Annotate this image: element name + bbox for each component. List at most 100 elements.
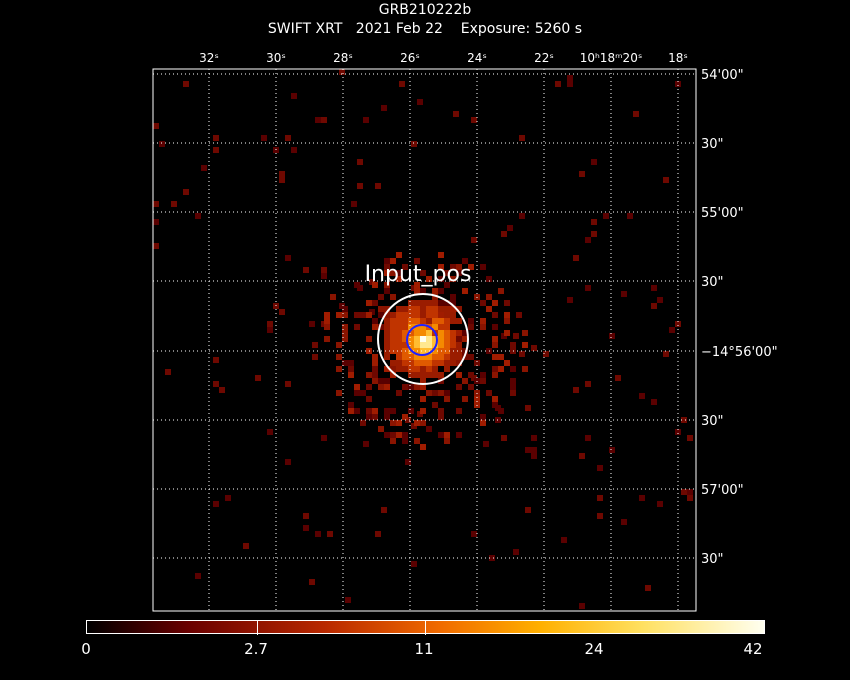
photon-pixel <box>390 270 396 276</box>
photon-pixel <box>591 231 597 237</box>
photon-pixel <box>408 330 414 336</box>
photon-pixel <box>390 372 396 378</box>
photon-pixel <box>456 306 462 312</box>
photon-pixel <box>408 306 414 312</box>
photon-pixel <box>432 360 438 366</box>
photon-pixel <box>468 264 474 270</box>
photon-pixel <box>357 159 363 165</box>
photon-pixel <box>489 555 495 561</box>
photon-pixel <box>342 330 348 336</box>
photon-pixel <box>384 348 390 354</box>
photon-pixel <box>321 267 327 273</box>
photon-pixel <box>360 390 366 396</box>
photon-pixel <box>312 354 318 360</box>
photon-pixel <box>372 354 378 360</box>
photon-pixel <box>420 366 426 372</box>
photon-pixel <box>321 117 327 123</box>
photon-pixel <box>414 306 420 312</box>
photon-pixel <box>303 525 309 531</box>
photon-pixel <box>675 81 681 87</box>
photon-pixel <box>390 342 396 348</box>
photon-pixel <box>651 285 657 291</box>
photon-pixel <box>438 414 444 420</box>
photon-pixel <box>462 258 468 264</box>
photon-pixel <box>492 372 498 378</box>
photon-pixel <box>327 531 333 537</box>
photon-pixel <box>309 579 315 585</box>
photon-pixel <box>414 312 420 318</box>
photon-pixel <box>384 270 390 276</box>
observation-date: 2021 Feb 22 <box>355 21 443 37</box>
photon-pixel <box>426 360 432 366</box>
photon-pixel <box>324 318 330 324</box>
photon-pixel <box>507 225 513 231</box>
photon-pixel <box>450 342 456 348</box>
photon-pixel <box>525 507 531 513</box>
photon-pixel <box>426 336 432 342</box>
photon-pixel <box>432 288 438 294</box>
photon-pixel <box>651 399 657 405</box>
photon-pixel <box>621 291 627 297</box>
photon-pixel <box>675 321 681 327</box>
photon-pixel <box>354 282 360 288</box>
photon-pixel <box>555 81 561 87</box>
photon-pixel <box>372 378 378 384</box>
photon-pixel <box>414 300 420 306</box>
photon-pixel <box>330 294 336 300</box>
photon-pixel <box>291 147 297 153</box>
photon-pixel <box>444 432 450 438</box>
photon-pixel <box>396 336 402 342</box>
photon-pixel <box>498 366 504 372</box>
dec-tick-label: 30" <box>701 137 724 152</box>
photon-pixel <box>456 330 462 336</box>
photon-pixel <box>420 336 426 342</box>
photon-pixel <box>279 309 285 315</box>
photon-pixel <box>408 324 414 330</box>
photon-pixel <box>414 372 420 378</box>
photon-pixel <box>420 342 426 348</box>
photon-pixel <box>396 312 402 318</box>
photon-pixel <box>444 300 450 306</box>
centroid-circle[interactable] <box>406 324 438 356</box>
colorbar <box>86 620 765 635</box>
photon-pixel <box>522 366 528 372</box>
photon-pixel <box>384 366 390 372</box>
photon-pixel <box>468 318 474 324</box>
photon-pixel <box>390 294 396 300</box>
photon-pixel <box>399 81 405 87</box>
photon-pixel <box>603 213 609 219</box>
photon-pixel <box>426 318 432 324</box>
photon-pixel <box>420 348 426 354</box>
source-region-circle[interactable] <box>377 293 469 385</box>
photon-pixel <box>426 330 432 336</box>
photon-pixel <box>456 318 462 324</box>
photon-pixel <box>579 603 585 609</box>
photon-pixel <box>492 324 498 330</box>
photon-pixel <box>432 306 438 312</box>
photon-pixel <box>444 342 450 348</box>
photon-pixel <box>426 372 432 378</box>
photon-pixel <box>372 282 378 288</box>
photon-pixel <box>450 312 456 318</box>
photon-pixel <box>456 408 462 414</box>
photon-pixel <box>438 318 444 324</box>
photon-pixel <box>462 336 468 342</box>
photon-pixel <box>426 312 432 318</box>
photon-pixel <box>402 384 408 390</box>
photon-pixel <box>480 324 486 330</box>
photon-pixel <box>414 360 420 366</box>
photon-pixel <box>390 324 396 330</box>
photon-pixel <box>486 390 492 396</box>
photon-pixel <box>372 408 378 414</box>
photon-pixel <box>510 378 516 384</box>
photon-pixel <box>687 495 693 501</box>
photon-pixel <box>408 300 414 306</box>
photon-pixel <box>444 396 450 402</box>
photon-pixel <box>414 318 420 324</box>
photon-pixel <box>420 360 426 366</box>
photon-pixel <box>498 354 504 360</box>
photon-pixel <box>402 432 408 438</box>
photon-pixel <box>414 420 420 426</box>
photon-pixel <box>480 264 486 270</box>
photon-pixel <box>474 396 480 402</box>
